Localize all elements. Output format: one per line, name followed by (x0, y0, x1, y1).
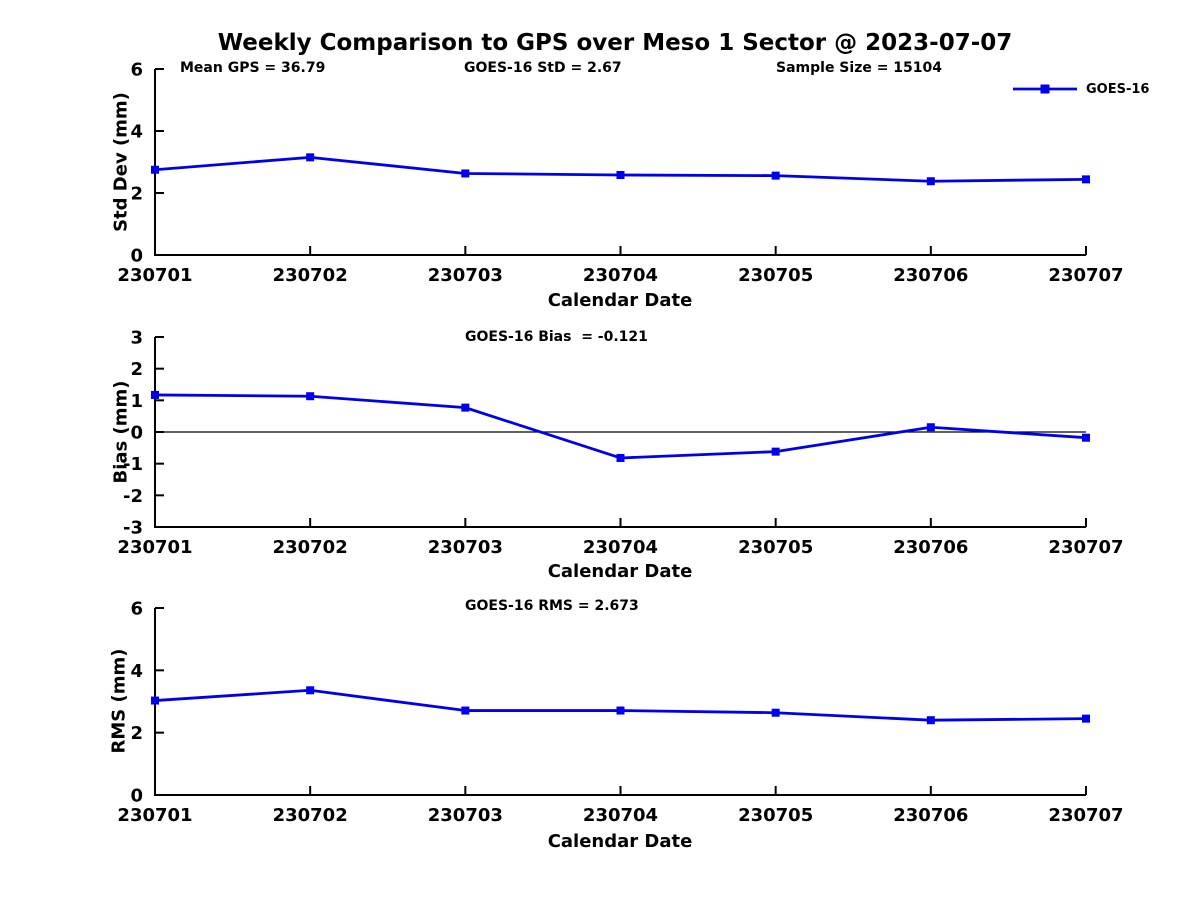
data-point-marker (616, 453, 625, 462)
data-point-marker (461, 403, 470, 412)
data-point-marker (1082, 433, 1090, 442)
annotation-goes16-std: GOES-16 StD = 2.67 (464, 60, 622, 76)
y-tick-label: 6 (130, 60, 143, 81)
x-tick-label: 230702 (273, 537, 348, 558)
x-tick-label: 230706 (893, 537, 968, 558)
x-tick-label: 230703 (428, 265, 503, 286)
x-axis-label-top: Calendar Date (547, 290, 693, 311)
data-point-marker (926, 177, 935, 186)
data-point-marker (306, 153, 315, 162)
legend-label: GOES-16 (1086, 81, 1150, 97)
y-tick-label: 4 (130, 122, 143, 143)
data-point-marker (771, 708, 780, 717)
x-axis-label-middle: Calendar Date (547, 561, 693, 582)
x-tick-label: 230704 (583, 537, 658, 558)
legend-line-sample (1013, 84, 1077, 94)
x-tick-label: 230707 (1048, 265, 1123, 286)
data-point-marker (1082, 714, 1090, 723)
data-point-marker (461, 706, 470, 715)
page-title: Weekly Comparison to GPS over Meso 1 Sec… (217, 30, 1013, 56)
x-axis-label-bottom: Calendar Date (547, 831, 693, 852)
data-point-marker (771, 447, 780, 456)
bias-subtitle: GOES-16 Bias = -0.121 (465, 329, 648, 345)
x-tick-label: 230703 (428, 805, 503, 826)
data-point-marker (771, 171, 780, 180)
y-tick-label: 0 (130, 423, 143, 444)
y-axis-label-std-dev: Std Dev (mm) (110, 92, 132, 232)
data-point-marker (151, 696, 159, 705)
y-tick-label: 1 (130, 391, 143, 412)
y-axis-label-rms: RMS (mm) (108, 648, 130, 754)
data-point-marker (151, 165, 159, 174)
x-tick-label: 230705 (738, 805, 813, 826)
std-dev-axis (154, 69, 1086, 256)
data-point-marker (616, 171, 625, 180)
x-tick-label: 230701 (117, 537, 192, 558)
x-tick-label: 230705 (738, 265, 813, 286)
y-tick-label: -2 (123, 486, 143, 507)
x-tick-label: 230705 (738, 537, 813, 558)
y-tick-label: 0 (130, 246, 143, 267)
x-tick-label: 230706 (893, 265, 968, 286)
y-tick-label: -1 (123, 454, 143, 475)
x-tick-label: 230703 (428, 537, 503, 558)
data-point-marker (1082, 175, 1090, 184)
x-tick-label: 230704 (583, 265, 658, 286)
x-tick-label: 230707 (1048, 537, 1123, 558)
annotation-sample-size: Sample Size = 15104 (776, 60, 943, 76)
data-point-marker (616, 706, 625, 715)
y-tick-label: 0 (130, 786, 143, 807)
rms-axis (154, 608, 1086, 796)
y-axis-label-bias: Bias (mm) (110, 380, 132, 484)
annotation-mean-gps: Mean GPS = 36.79 (180, 60, 326, 76)
data-point-marker (306, 392, 315, 401)
x-tick-label: 230704 (583, 805, 658, 826)
y-tick-label: -3 (123, 518, 143, 539)
x-tick-label: 230707 (1048, 805, 1123, 826)
y-tick-label: 2 (130, 723, 143, 744)
data-point-marker (926, 716, 935, 725)
y-tick-label: 6 (130, 599, 143, 620)
legend-marker (1040, 84, 1050, 94)
y-tick-label: 2 (130, 359, 143, 380)
data-point-marker (926, 423, 935, 432)
data-point-marker (461, 169, 470, 178)
data-point-marker (151, 390, 159, 399)
x-tick-label: 230701 (117, 265, 192, 286)
x-tick-label: 230702 (273, 805, 348, 826)
y-tick-label: 2 (130, 184, 143, 205)
x-tick-label: 230701 (117, 805, 192, 826)
rms-subtitle: GOES-16 RMS = 2.673 (465, 598, 639, 614)
series-line-goes-16 (154, 393, 1087, 460)
y-tick-label: 4 (130, 661, 143, 682)
data-point-marker (306, 686, 315, 695)
legend: GOES-16 (1013, 80, 1149, 98)
x-tick-label: 230706 (893, 805, 968, 826)
x-tick-label: 230702 (273, 265, 348, 286)
series-line-goes-16 (154, 688, 1087, 722)
y-tick-label: 3 (130, 328, 143, 349)
